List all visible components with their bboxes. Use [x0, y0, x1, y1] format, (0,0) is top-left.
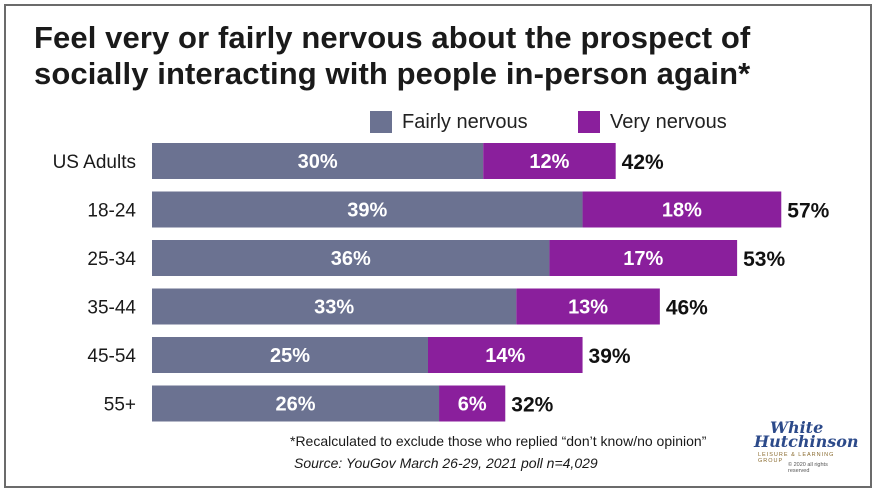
total-label: 46% [666, 297, 708, 320]
bar-very-nervous [516, 288, 660, 325]
data-label-very: 14% [485, 345, 525, 367]
legend-label-very: Very nervous [610, 110, 727, 133]
data-label-fairly: 26% [276, 394, 316, 416]
total-label: 32% [511, 394, 553, 417]
total-label: 42% [622, 151, 664, 174]
footnote: *Recalculated to exclude those who repli… [290, 433, 707, 449]
bar-very-nervous [439, 385, 506, 422]
legend-swatch-very [578, 111, 600, 133]
logo-text-white: White [770, 418, 824, 437]
logo-text-copyright: © 2020 all rights reserved [788, 462, 828, 474]
legend-label-fairly: Fairly nervous [402, 110, 528, 133]
legend-item-very: Very nervous [578, 110, 727, 134]
category-label: 25-34 [87, 249, 136, 270]
bar-very-nervous [483, 143, 616, 179]
logo-text-hutchinson: Hutchinson [754, 432, 859, 451]
bar-fairly-nervous [152, 337, 428, 373]
total-label: 53% [743, 248, 785, 271]
logo-text-group: LEISURE & LEARNING GROUP [758, 452, 835, 464]
bar-fairly-nervous [152, 288, 517, 325]
data-label-fairly: 30% [298, 151, 338, 173]
bar-very-nervous [428, 337, 583, 373]
bar-fairly-nervous [152, 143, 484, 179]
title-line-1: Feel very or fairly nervous about the pr… [34, 20, 751, 55]
data-label-fairly: 36% [331, 248, 371, 270]
data-label-fairly: 25% [270, 345, 310, 367]
category-label: 55+ [104, 395, 136, 416]
category-label: US Adults [53, 152, 136, 173]
data-label-very: 17% [623, 248, 663, 270]
legend-item-fairly: Fairly nervous [370, 110, 528, 134]
chart-title: Feel very or fairly nervous about the pr… [34, 20, 834, 92]
data-label-very: 13% [568, 297, 608, 319]
data-label-fairly: 39% [347, 200, 387, 222]
bar-very-nervous [549, 240, 738, 276]
title-line-2: socially interacting with people in-pers… [34, 56, 751, 91]
category-label: 45-54 [87, 346, 136, 367]
total-label: 39% [589, 345, 631, 368]
white-hutchinson-logo: White Hutchinson LEISURE & LEARNING GROU… [748, 418, 859, 474]
bar-fairly-nervous [152, 240, 550, 276]
data-label-very: 12% [529, 151, 569, 173]
data-label-very: 6% [458, 394, 487, 416]
data-label-very: 18% [662, 200, 702, 222]
category-label: 18-24 [87, 201, 136, 222]
source-note: Source: YouGov March 26-29, 2021 poll n=… [294, 455, 598, 471]
category-label: 35-44 [87, 298, 136, 319]
bar-fairly-nervous [152, 191, 583, 228]
legend-swatch-fairly [370, 111, 392, 133]
bar-fairly-nervous [152, 385, 440, 422]
total-label: 57% [787, 200, 829, 223]
data-label-fairly: 33% [314, 297, 354, 319]
bar-very-nervous [582, 191, 782, 228]
